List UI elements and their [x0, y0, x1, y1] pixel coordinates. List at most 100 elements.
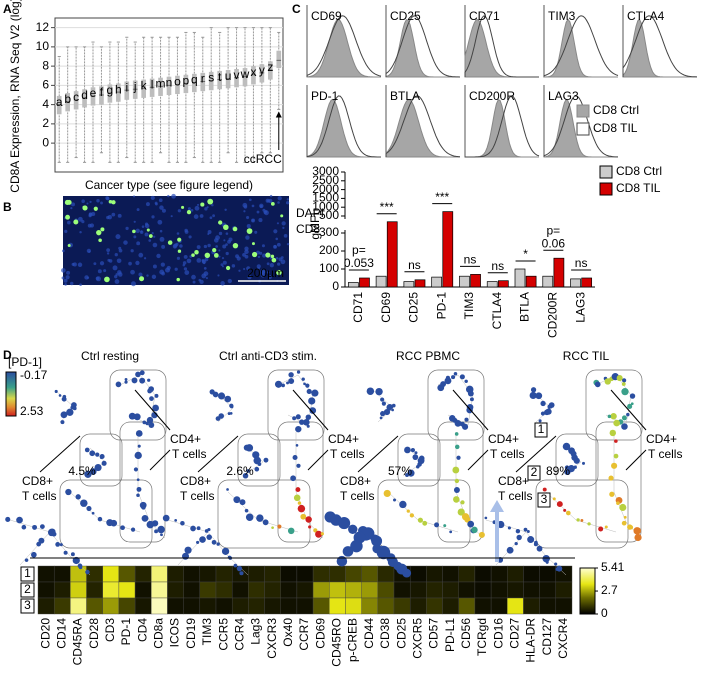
significance-label: ***: [435, 190, 449, 204]
tree-node: [72, 406, 77, 411]
spade-title: RCC TIL: [563, 349, 610, 363]
cd8-cell: [232, 226, 238, 232]
cd8-cell: [177, 249, 182, 253]
nucleus: [144, 232, 149, 237]
til-histogram: [306, 95, 381, 158]
annotation-arrow: [625, 449, 647, 471]
tree-node: [300, 513, 307, 520]
x-tick-label: CD200R: [546, 292, 560, 338]
heatmap-cell: [426, 597, 443, 615]
tree-node: [303, 382, 306, 386]
nucleus: [268, 198, 273, 204]
bar: [347, 282, 359, 288]
bar: [375, 275, 387, 288]
tree-node: [59, 543, 63, 547]
nucleus: [161, 208, 166, 213]
heatmap-cell: [507, 565, 524, 583]
tree-edge: [575, 519, 617, 533]
nucleus: [276, 242, 281, 247]
tree-node: [311, 389, 319, 397]
cluster-outline: [397, 433, 441, 487]
cd8-label: CD8+: [22, 474, 53, 488]
tree-node: [298, 419, 305, 425]
nucleus: [138, 272, 143, 277]
legend-label: CD8 TIL: [593, 121, 638, 135]
nucleus: [275, 237, 279, 241]
tree-node: [295, 425, 302, 433]
nucleus: [157, 219, 163, 225]
heatmap-cell: [151, 597, 168, 615]
tree-node: [634, 533, 642, 542]
nucleus: [117, 272, 123, 277]
til-histogram: [622, 15, 698, 78]
cd4-label: T cells: [648, 447, 682, 461]
tree-edge: [217, 407, 234, 423]
heatmap-cell: [474, 565, 492, 583]
cd8-cell: [186, 210, 192, 215]
tree-node: [594, 381, 601, 388]
cluster-outline: [555, 433, 599, 487]
nucleus: [114, 253, 118, 257]
nucleus: [99, 261, 105, 266]
tree-node: [371, 535, 383, 547]
nucleus: [245, 235, 250, 240]
heatmap-cell: [458, 581, 476, 599]
category-label: r: [201, 72, 205, 86]
cd8-cell: [66, 199, 72, 205]
tree-node: [616, 501, 620, 505]
heatmap-cell: [199, 565, 217, 583]
tree-node: [174, 518, 178, 522]
cluster-outline: [217, 479, 311, 549]
tree-node: [449, 415, 456, 422]
panel-label: C: [292, 2, 301, 16]
nucleus: [158, 198, 163, 203]
tree-node: [604, 525, 608, 529]
nucleus: [280, 256, 284, 259]
nucleus: [116, 258, 122, 264]
significance-label: ns: [464, 253, 477, 267]
arrow-head: [490, 500, 504, 512]
tree-node: [523, 527, 528, 532]
column-label: CD3: [103, 618, 117, 642]
tree-node: [86, 505, 92, 512]
nucleus: [199, 214, 204, 218]
bar: [403, 281, 415, 288]
tree-node: [95, 464, 102, 471]
heatmap-cell: [523, 597, 540, 615]
tree-node: [386, 403, 394, 411]
nucleus: [141, 225, 145, 228]
category-label: f: [100, 85, 104, 99]
nucleus: [269, 194, 273, 198]
histogram: CD25: [385, 5, 461, 78]
nucleus: [79, 230, 82, 234]
tree-node: [621, 520, 627, 526]
tree-node: [455, 444, 460, 450]
tree-node: [464, 417, 469, 422]
nucleus: [183, 254, 188, 259]
histogram-label: CD25: [390, 9, 421, 23]
nucleus: [263, 210, 267, 214]
tree-node: [453, 371, 458, 376]
column-label: CD8a: [152, 618, 166, 649]
nucleus: [151, 274, 157, 280]
cd8-label: CD8+: [498, 474, 529, 488]
heatmap-cell: [183, 565, 201, 583]
cd8-cell: [98, 238, 102, 243]
nucleus: [282, 226, 285, 229]
tree-node: [404, 446, 411, 454]
tree-node: [295, 444, 299, 447]
nucleus: [225, 232, 229, 235]
tree-node: [405, 473, 409, 477]
x-tick-label: CD69: [379, 292, 393, 323]
ctrl-histogram: [464, 19, 539, 78]
tree-node: [226, 488, 229, 491]
tree-node: [286, 381, 290, 385]
tree-node: [466, 406, 473, 414]
significance-label: ns: [575, 256, 588, 270]
nucleus: [266, 271, 270, 274]
tree-node: [315, 530, 323, 538]
spade-title: Ctrl anti-CD3 stim.: [219, 349, 317, 363]
cluster-id-box: [527, 465, 541, 481]
